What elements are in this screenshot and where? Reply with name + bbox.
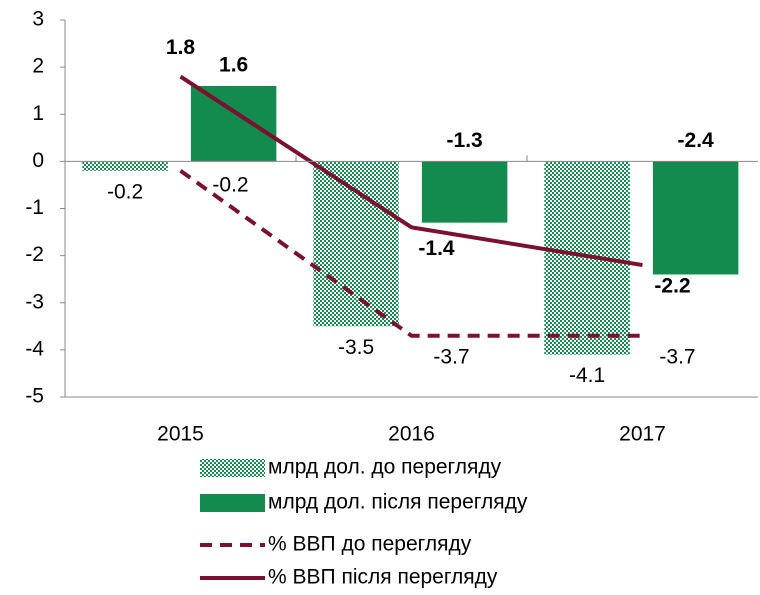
y-tick-label: -3 <box>25 290 44 313</box>
x-tick-label: 2016 <box>388 423 435 446</box>
data-label: -1.4 <box>418 237 455 260</box>
legend-swatch <box>200 494 265 512</box>
y-tick-label: 1 <box>32 102 44 125</box>
data-label: -0.2 <box>212 173 248 196</box>
line <box>179 74 643 268</box>
legend-label: млрд дол. до перегляду <box>268 456 502 479</box>
x-tick-label: 2017 <box>619 423 666 446</box>
y-tick-label: 2 <box>32 55 44 78</box>
bar <box>313 161 399 327</box>
data-label: 1.8 <box>166 36 196 59</box>
y-tick-label: -5 <box>25 385 44 408</box>
data-label: -2.4 <box>678 129 715 152</box>
bar <box>190 85 277 162</box>
data-label: -4.1 <box>569 364 605 387</box>
data-label: -2.2 <box>654 275 690 298</box>
data-label: 1.6 <box>219 54 248 77</box>
bar <box>421 161 508 223</box>
y-tick-label: 3 <box>32 8 44 31</box>
data-label: -0.2 <box>107 180 143 203</box>
legend-label: % ВВП до перегляду <box>268 533 472 556</box>
y-tick-label: -1 <box>25 196 44 219</box>
data-label: -3.5 <box>338 336 374 359</box>
bar <box>652 161 739 275</box>
line <box>179 169 643 338</box>
x-tick-label: 2015 <box>157 423 204 446</box>
data-label: -3.7 <box>433 345 469 368</box>
bar <box>82 161 168 171</box>
legend-label: млрд дол. після перегляду <box>268 491 528 514</box>
data-label: -3.7 <box>659 345 695 368</box>
legend-label: % ВВП після перегляду <box>268 566 498 589</box>
data-label: -1.3 <box>447 129 483 152</box>
y-tick-label: -2 <box>25 243 44 266</box>
legend-swatch <box>200 459 265 477</box>
y-tick-label: 0 <box>32 149 44 172</box>
y-tick-label: -4 <box>25 337 44 360</box>
